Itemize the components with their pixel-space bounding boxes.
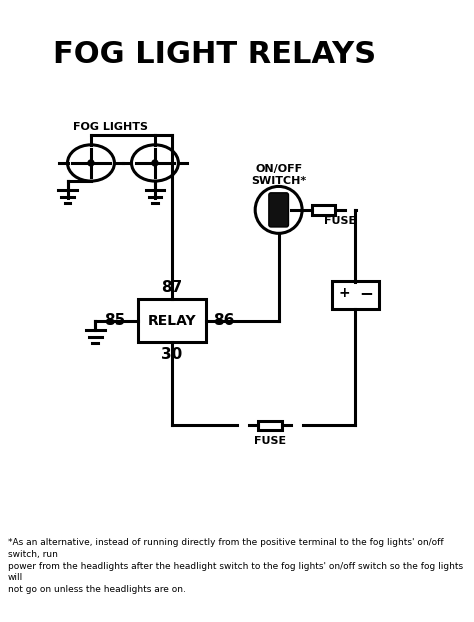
Text: ON/OFF
SWITCH*: ON/OFF SWITCH* <box>251 164 306 186</box>
Bar <box>332 281 379 309</box>
Text: 86: 86 <box>213 313 235 328</box>
Text: 85: 85 <box>104 313 125 328</box>
Circle shape <box>88 160 94 166</box>
Text: FOG LIGHTS: FOG LIGHTS <box>73 122 148 132</box>
FancyBboxPatch shape <box>269 193 289 227</box>
Text: RELAY: RELAY <box>148 313 196 328</box>
Text: 87: 87 <box>161 280 182 295</box>
Text: 30: 30 <box>161 346 182 361</box>
Text: FUSE: FUSE <box>324 216 356 226</box>
Text: FOG LIGHT RELAYS: FOG LIGHT RELAYS <box>53 40 376 68</box>
Circle shape <box>152 160 158 166</box>
Text: +: + <box>339 286 351 300</box>
Bar <box>312 205 335 215</box>
Bar <box>258 420 282 430</box>
Text: *As an alternative, instead of running directly from the positive terminal to th: *As an alternative, instead of running d… <box>8 538 463 594</box>
Text: FUSE: FUSE <box>254 436 286 446</box>
Text: −: − <box>359 284 373 302</box>
